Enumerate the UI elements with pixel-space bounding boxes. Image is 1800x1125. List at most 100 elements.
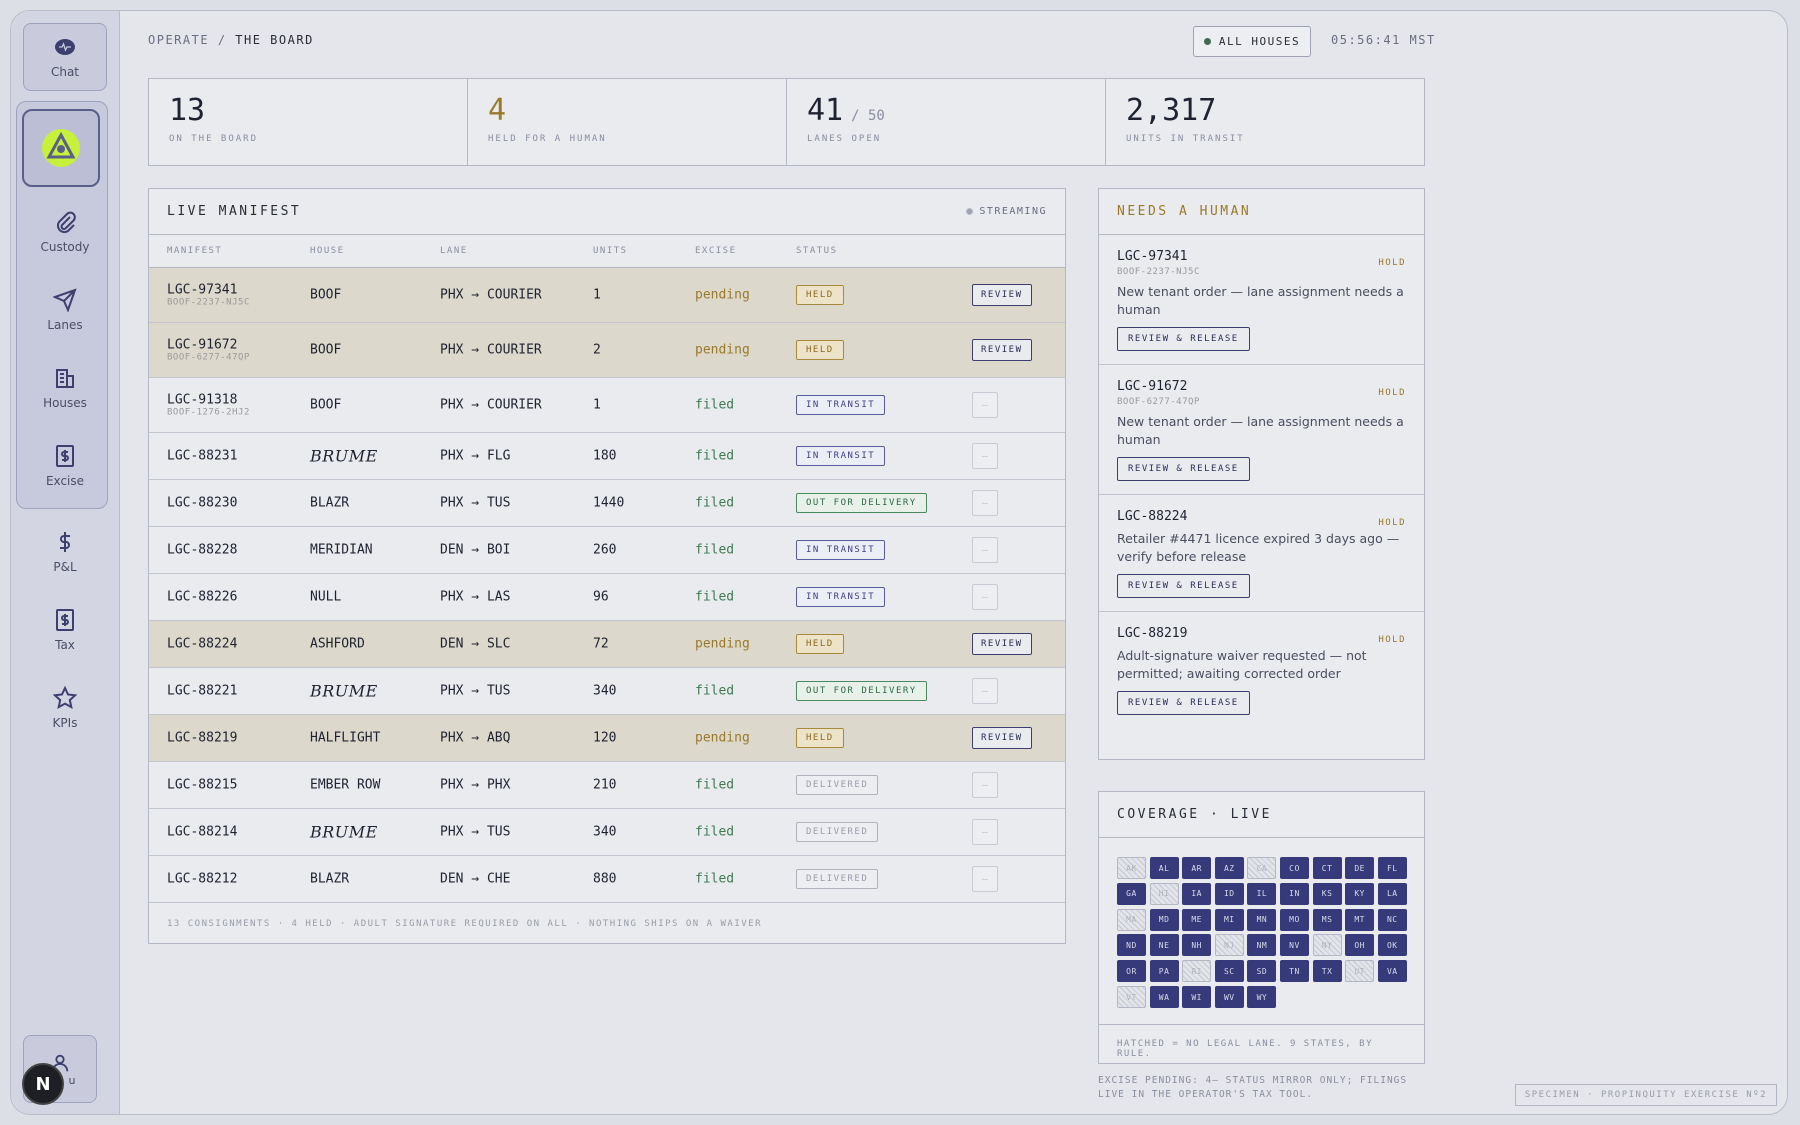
state-cell[interactable]: NE bbox=[1149, 934, 1179, 957]
column-header[interactable]: EXCISE bbox=[695, 246, 737, 256]
state-cell[interactable]: OH bbox=[1345, 934, 1375, 957]
disabled-action-button: — bbox=[972, 678, 998, 704]
state-cell[interactable]: MA bbox=[1117, 908, 1146, 931]
column-header[interactable]: UNITS bbox=[593, 246, 628, 256]
state-cell[interactable]: ID bbox=[1214, 882, 1244, 905]
state-cell[interactable]: VT bbox=[1117, 986, 1146, 1008]
sidebar-item-lanes[interactable]: Lanes bbox=[23, 275, 107, 345]
hold-tag: HOLD bbox=[1378, 635, 1406, 645]
state-cell[interactable]: MS bbox=[1312, 908, 1342, 931]
state-cell[interactable]: TX bbox=[1312, 960, 1342, 983]
state-cell[interactable]: SD bbox=[1247, 960, 1277, 983]
sidebar-item-kpis[interactable]: KPIs bbox=[23, 673, 107, 743]
table-row[interactable]: LGC-88212 BLAZR DEN → CHE 880 filed DELIVERED… bbox=[149, 856, 1065, 903]
state-cell[interactable]: PA bbox=[1149, 960, 1179, 983]
state-cell[interactable]: CT bbox=[1312, 857, 1342, 879]
table-row[interactable]: LGC-97341 BOOF-2237-NJ5C BOOF PHX → COURIE… bbox=[149, 268, 1065, 323]
state-cell[interactable]: LA bbox=[1377, 882, 1407, 905]
state-cell[interactable]: TN bbox=[1280, 960, 1309, 983]
hold-card: LGC-88224 HOLD Retailer #4471 licence expi… bbox=[1099, 495, 1424, 612]
state-cell[interactable]: MO bbox=[1280, 908, 1309, 931]
column-header[interactable]: STATUS bbox=[796, 246, 838, 256]
table-row[interactable]: LGC-88215 EMBER ROW PHX → PHX 210 filed DELIV… bbox=[149, 762, 1065, 809]
state-cell[interactable]: WY bbox=[1247, 986, 1277, 1008]
review-release-button[interactable]: REVIEW & RELEASE bbox=[1117, 327, 1250, 351]
state-cell[interactable]: FL bbox=[1377, 857, 1407, 879]
table-row[interactable]: LGC-88224 ASHFORD DEN → SLC 72 pending HELD RE… bbox=[149, 621, 1065, 668]
state-cell[interactable]: NH bbox=[1182, 934, 1212, 957]
review-button[interactable]: REVIEW bbox=[972, 727, 1032, 749]
state-cell[interactable]: SC bbox=[1214, 960, 1244, 983]
sidebar-item-pnl[interactable]: P&L bbox=[23, 517, 107, 587]
state-cell[interactable]: NJ bbox=[1214, 934, 1244, 957]
all-houses-filter-button[interactable]: ALL HOUSES bbox=[1193, 26, 1311, 57]
review-release-button[interactable]: REVIEW & RELEASE bbox=[1117, 457, 1250, 481]
state-cell[interactable]: MI bbox=[1214, 908, 1244, 931]
state-cell[interactable]: NV bbox=[1280, 934, 1309, 957]
brand-logo[interactable] bbox=[22, 109, 100, 187]
review-button[interactable]: REVIEW bbox=[972, 633, 1032, 655]
state-cell[interactable]: WI bbox=[1182, 986, 1212, 1008]
state-cell[interactable]: NC bbox=[1377, 908, 1407, 931]
state-cell[interactable]: KS bbox=[1312, 882, 1342, 905]
state-cell[interactable]: IL bbox=[1247, 882, 1277, 905]
state-cell[interactable]: MN bbox=[1247, 908, 1277, 931]
n-badge[interactable]: N bbox=[22, 1063, 64, 1105]
kpi-value: 41 bbox=[807, 93, 844, 128]
sidebar-item-excise[interactable]: Excise bbox=[23, 431, 107, 501]
state-cell[interactable]: AL bbox=[1149, 857, 1179, 879]
manifest-title: LIVE MANIFEST bbox=[167, 204, 302, 219]
state-cell[interactable]: ND bbox=[1117, 934, 1146, 957]
review-button[interactable]: REVIEW bbox=[972, 284, 1032, 306]
state-cell[interactable]: AK bbox=[1117, 857, 1146, 879]
table-row[interactable]: LGC-88230 BLAZR PHX → TUS 1440 filed OUT FOR … bbox=[149, 480, 1065, 527]
table-row[interactable]: LGC-88228 MERIDIAN DEN → BOI 260 filed IN TRA… bbox=[149, 527, 1065, 574]
state-cell[interactable]: GA bbox=[1117, 882, 1146, 905]
state-cell[interactable]: MD bbox=[1149, 908, 1179, 931]
review-button[interactable]: REVIEW bbox=[972, 339, 1032, 361]
review-release-button[interactable]: REVIEW & RELEASE bbox=[1117, 691, 1250, 715]
state-cell[interactable]: IN bbox=[1280, 882, 1309, 905]
table-row[interactable]: LGC-91318 BOOF-1276-2HJ2 BOOF PHX → COURIE… bbox=[149, 378, 1065, 433]
sidebar-item-tax[interactable]: Tax bbox=[23, 595, 107, 665]
state-cell[interactable]: DE bbox=[1345, 857, 1375, 879]
sidebar-item-label: Tax bbox=[55, 638, 75, 652]
breadcrumb-section[interactable]: OPERATE bbox=[148, 33, 210, 47]
state-cell[interactable]: IA bbox=[1182, 882, 1212, 905]
state-cell[interactable]: OK bbox=[1377, 934, 1407, 957]
column-header[interactable]: HOUSE bbox=[310, 246, 345, 256]
table-row[interactable]: LGC-88221 BRUME PHX → TUS 340 filed OUT FOR D… bbox=[149, 668, 1065, 715]
state-cell[interactable]: WA bbox=[1149, 986, 1179, 1008]
state-cell[interactable]: AZ bbox=[1214, 857, 1244, 879]
column-header[interactable]: MANIFEST bbox=[167, 246, 223, 256]
sidebar-item-houses[interactable]: Houses bbox=[23, 353, 107, 423]
state-cell[interactable]: NY bbox=[1312, 934, 1342, 957]
table-row[interactable]: LGC-88226 NULL PHX → LAS 96 filed IN TRANSIT — bbox=[149, 574, 1065, 621]
state-cell[interactable]: WV bbox=[1214, 986, 1244, 1008]
table-row[interactable]: LGC-88214 BRUME PHX → TUS 340 filed DELIVERED… bbox=[149, 809, 1065, 856]
sidebar-item-custody[interactable]: Custody bbox=[23, 197, 107, 267]
table-row[interactable]: LGC-88231 BRUME PHX → FLG 180 filed IN TRANSI… bbox=[149, 433, 1065, 480]
hold-id: LGC-88219 bbox=[1117, 626, 1188, 641]
state-cell[interactable]: NM bbox=[1247, 934, 1277, 957]
disabled-action-button: — bbox=[972, 819, 998, 845]
state-cell[interactable]: CA bbox=[1247, 857, 1277, 879]
state-cell[interactable]: HI bbox=[1149, 882, 1179, 905]
state-cell[interactable]: RI bbox=[1182, 960, 1212, 983]
state-cell[interactable]: CO bbox=[1280, 857, 1309, 879]
table-row[interactable]: LGC-91672 BOOF-6277-47QP BOOF PHX → COURIE… bbox=[149, 323, 1065, 378]
needs-title: NEEDS A HUMAN bbox=[1117, 204, 1252, 219]
state-cell[interactable]: KY bbox=[1345, 882, 1375, 905]
state-cell[interactable]: OR bbox=[1117, 960, 1146, 983]
state-cell[interactable]: UT bbox=[1345, 960, 1375, 983]
state-cell[interactable]: MT bbox=[1345, 908, 1375, 931]
state-cell[interactable]: ME bbox=[1182, 908, 1212, 931]
table-row[interactable]: LGC-88219 HALFLIGHT PHX → ABQ 120 pending HEL… bbox=[149, 715, 1065, 762]
column-header[interactable]: LANE bbox=[440, 246, 468, 256]
sidebar-item-chat[interactable]: Chat bbox=[23, 23, 107, 91]
state-cell[interactable]: VA bbox=[1377, 960, 1407, 983]
state-cell[interactable]: AR bbox=[1182, 857, 1212, 879]
units-cell: 880 bbox=[593, 871, 617, 887]
review-release-button[interactable]: REVIEW & RELEASE bbox=[1117, 574, 1250, 598]
hold-message: Adult-signature waiver requested — not p… bbox=[1117, 648, 1367, 681]
